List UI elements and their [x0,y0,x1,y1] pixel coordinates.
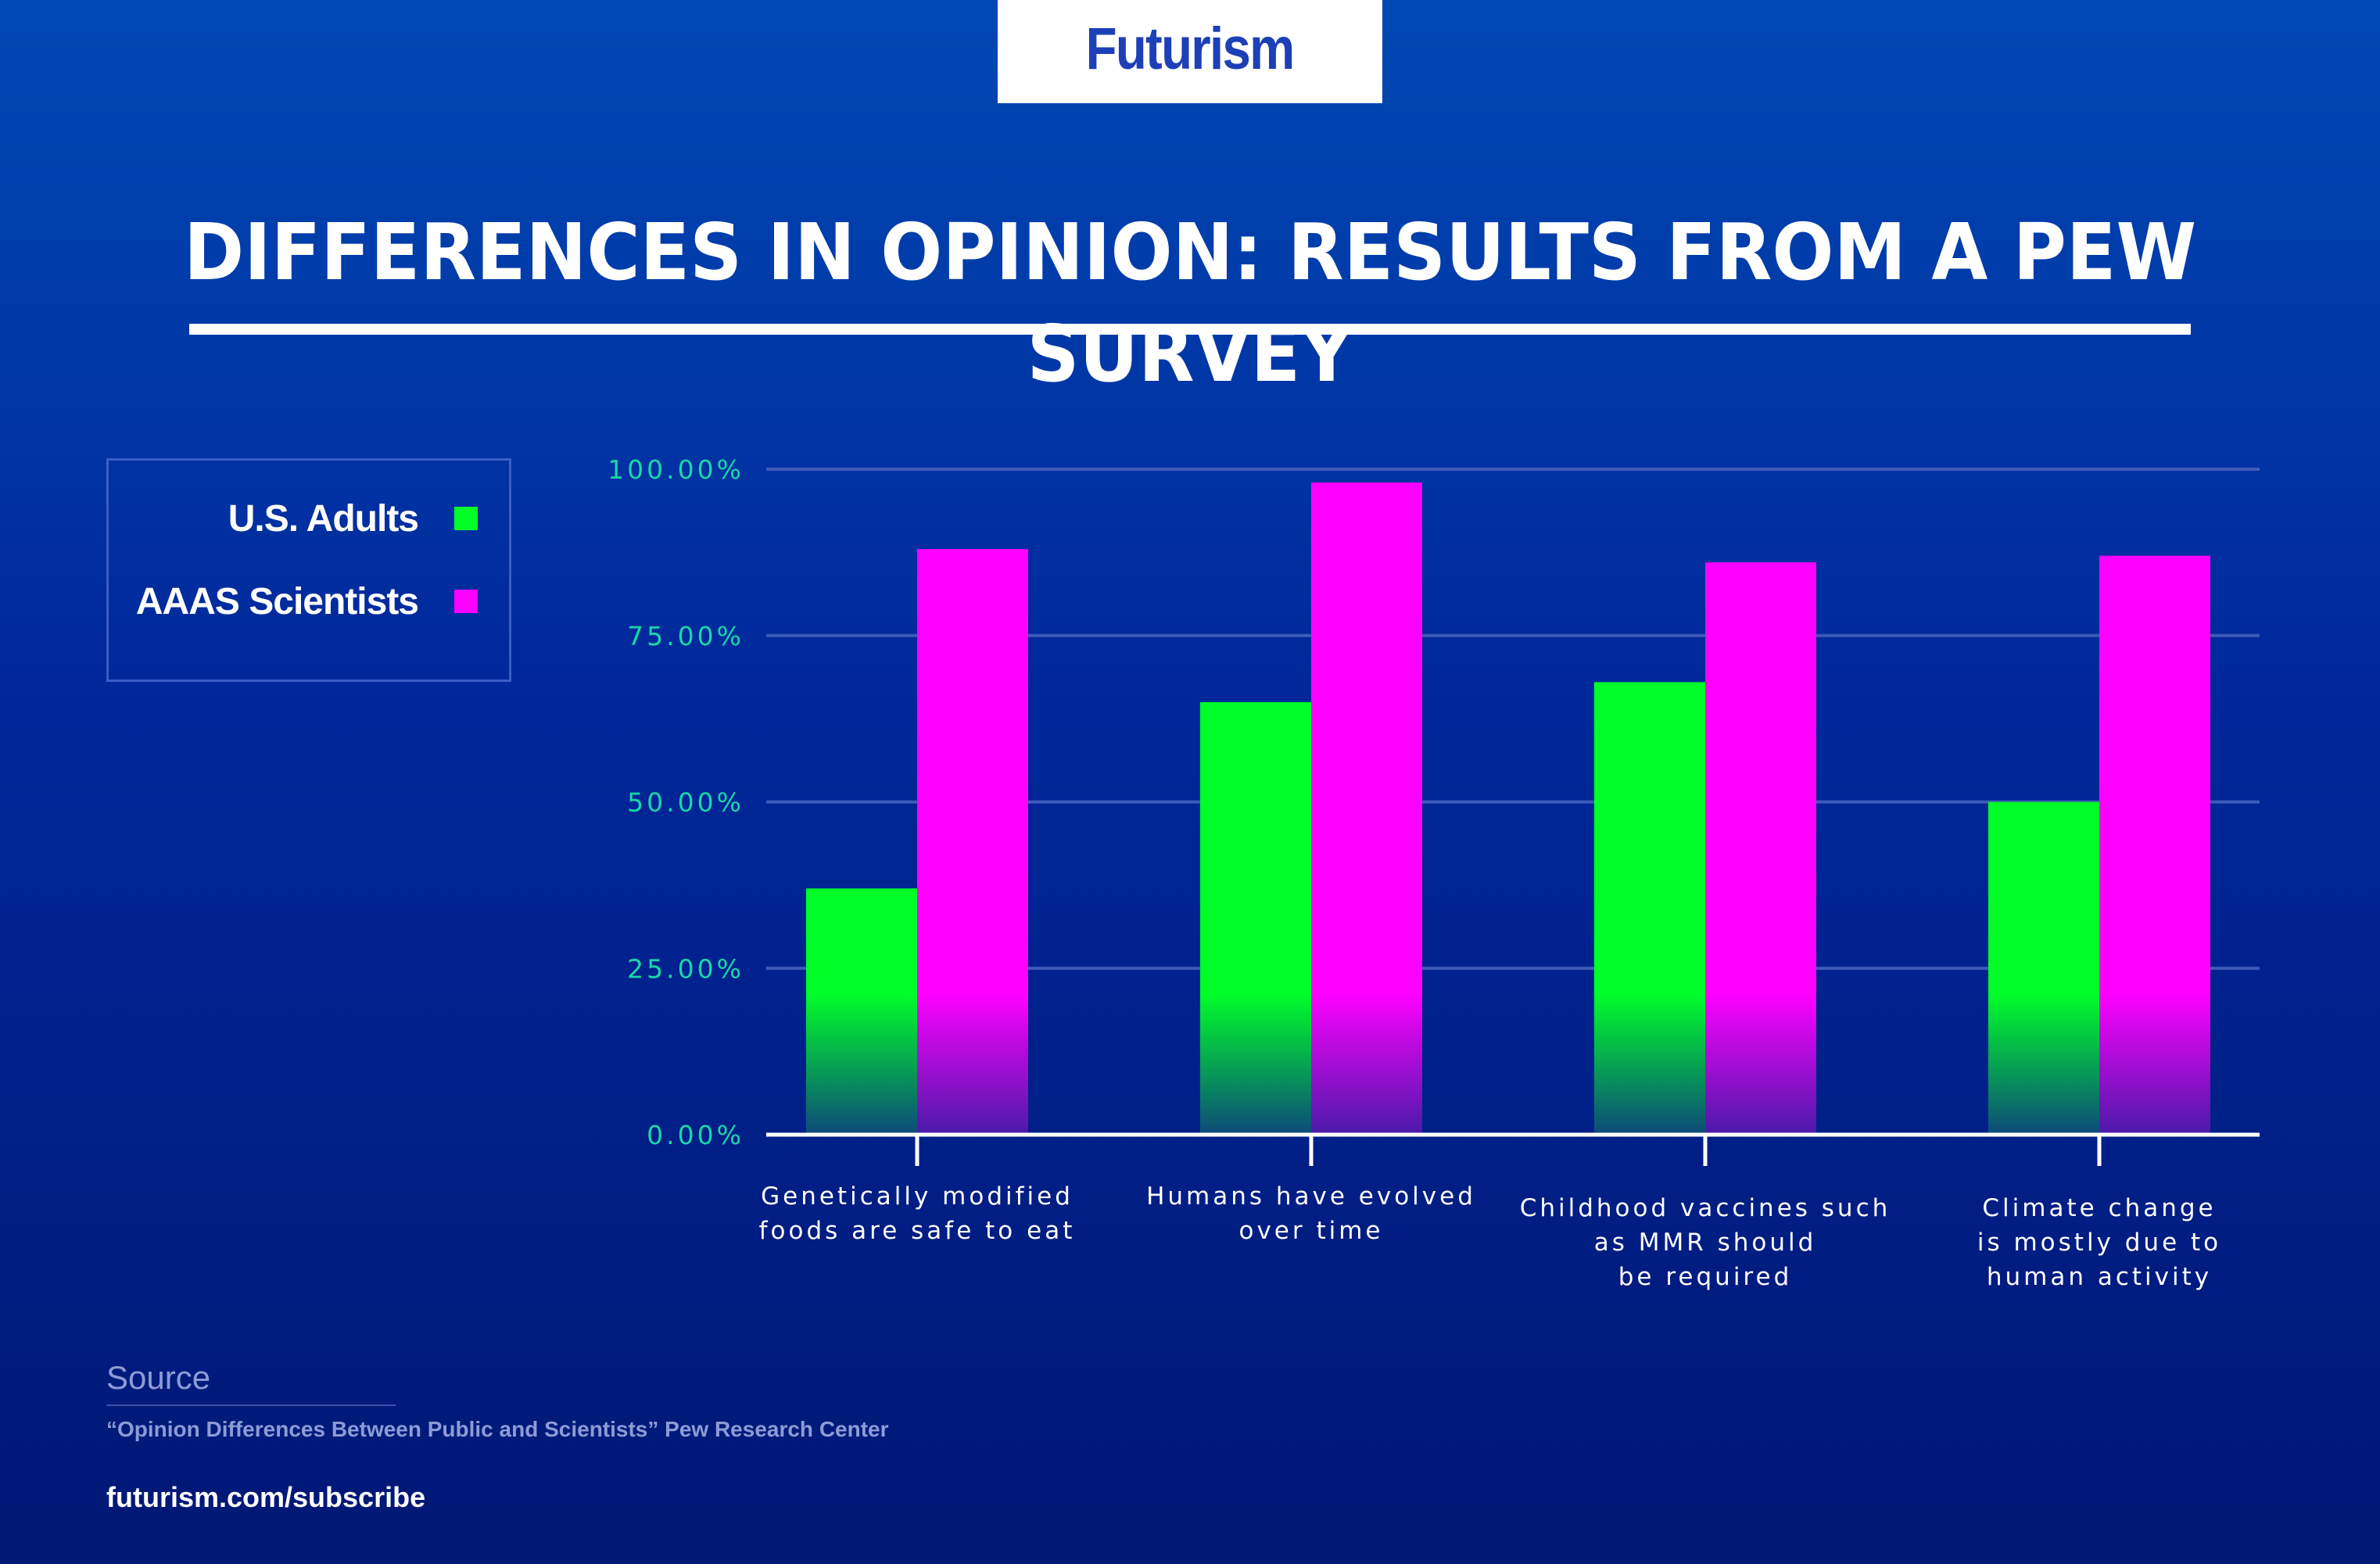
category-label-line: Humans have evolved [1146,1182,1476,1211]
legend-item-us-adults: U.S. Adults [228,495,478,542]
legend-label: U.S. Adults [228,497,419,540]
y-tick-label: 100.00% [608,454,744,485]
futurism-logo[interactable]: Futurism [998,0,1382,103]
aaas-scientists-bar [917,549,1028,993]
category-label-line: Childhood vaccines such [1520,1194,1891,1222]
aaas-scientists-bar-fade [1311,993,1422,1135]
category-label-line: foods are safe to eat [759,1217,1076,1245]
us-adults-bar-fade [806,993,917,1135]
page-title: DIFFERENCES IN OPINION: RESULTS FROM A P… [183,206,2197,400]
aaas-scientists-bar-fade [2099,993,2210,1135]
legend-swatch-magenta [454,590,478,613]
category-label-line: Genetically modified [761,1182,1074,1211]
aaas-scientists-bar [2099,555,2210,993]
category-label-line: be required [1618,1263,1793,1291]
subscribe-link[interactable]: futurism.com/subscribe [106,1481,426,1513]
legend-swatch-green [454,507,478,530]
aaas-scientists-bar [1705,562,1816,993]
y-tick-label: 75.00% [627,621,744,651]
source-heading: Source [106,1359,211,1396]
us-adults-bar [1594,682,1705,993]
us-adults-bar [1200,701,1311,993]
us-adults-bar [806,888,917,993]
us-adults-bar-fade [1594,993,1705,1135]
category-label: Childhood vaccines such as MMR should be r… [1520,1194,1891,1291]
chart-legend: U.S. Adults AAAS Scientists [106,458,511,682]
title-divider [189,324,2191,335]
us-adults-bar-fade [1988,993,2099,1135]
us-adults-bar [1988,802,2099,993]
aaas-scientists-bar-fade [1705,993,1816,1135]
category-label-line: is mostly due to [1977,1229,2221,1257]
category-label: Genetically modified foods are safe to ea… [759,1182,1076,1245]
category-label: Humans have evolved over time [1146,1182,1476,1245]
source-divider [106,1404,396,1406]
y-tick-label: 50.00% [627,787,744,818]
category-label: Climate change is mostly due to human acti… [1977,1194,2221,1291]
aaas-scientists-bar-fade [917,993,1028,1135]
category-label-line: human activity [1987,1263,2212,1291]
legend-label: AAAS Scientists [135,580,419,622]
us-adults-bar-fade [1200,993,1311,1135]
logo-wordmark: Futurism [1086,15,1296,82]
y-tick-label: 25.00% [627,953,744,984]
category-label-line: over time [1238,1217,1383,1245]
category-label-line: as MMR should [1594,1229,1817,1257]
source-citation: “Opinion Differences Between Public and … [106,1417,889,1441]
legend-item-aaas-scientists: AAAS Scientists [136,578,478,625]
category-label-line: Climate change [1982,1194,2216,1222]
y-tick-label: 0.00% [647,1120,744,1150]
aaas-scientists-bar [1311,482,1422,993]
